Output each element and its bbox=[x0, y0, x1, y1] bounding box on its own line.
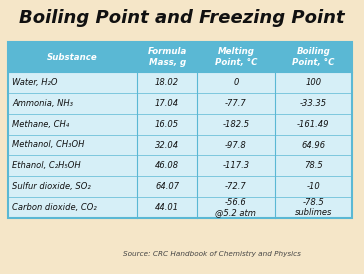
Text: -161.49: -161.49 bbox=[297, 120, 329, 129]
Text: 16.05: 16.05 bbox=[155, 120, 179, 129]
Text: Formula
Mass, g: Formula Mass, g bbox=[147, 47, 187, 67]
Bar bbox=[8, 42, 352, 72]
Text: 18.02: 18.02 bbox=[155, 78, 179, 87]
Text: 64.96: 64.96 bbox=[301, 141, 325, 150]
Text: 64.07: 64.07 bbox=[155, 182, 179, 191]
Text: Melting
Point, °C: Melting Point, °C bbox=[215, 47, 257, 67]
Text: Boiling Point and Freezing Point: Boiling Point and Freezing Point bbox=[19, 9, 345, 27]
Text: Methanol, CH₃OH: Methanol, CH₃OH bbox=[12, 141, 84, 150]
Text: -72.7: -72.7 bbox=[225, 182, 247, 191]
Text: 32.04: 32.04 bbox=[155, 141, 179, 150]
Text: -117.3: -117.3 bbox=[222, 161, 249, 170]
Text: -33.35: -33.35 bbox=[300, 99, 327, 108]
Text: 17.04: 17.04 bbox=[155, 99, 179, 108]
Text: -97.8: -97.8 bbox=[225, 141, 247, 150]
Text: -182.5: -182.5 bbox=[222, 120, 249, 129]
Text: -77.7: -77.7 bbox=[225, 99, 247, 108]
Bar bbox=[8, 72, 352, 218]
Text: Methane, CH₄: Methane, CH₄ bbox=[12, 120, 69, 129]
Text: 78.5: 78.5 bbox=[304, 161, 323, 170]
Text: Sulfur dioxide, SO₂: Sulfur dioxide, SO₂ bbox=[12, 182, 91, 191]
Text: Source: CRC Handbook of Chemistry and Physics: Source: CRC Handbook of Chemistry and Ph… bbox=[123, 251, 301, 257]
Text: 0: 0 bbox=[233, 78, 238, 87]
Text: Boiling
Point, °C: Boiling Point, °C bbox=[292, 47, 335, 67]
Text: -78.5
sublimes: -78.5 sublimes bbox=[294, 198, 332, 217]
Text: 100: 100 bbox=[305, 78, 321, 87]
Text: 44.01: 44.01 bbox=[155, 203, 179, 212]
Text: Water, H₂O: Water, H₂O bbox=[12, 78, 58, 87]
Text: Substance: Substance bbox=[47, 53, 98, 61]
Text: Ammonia, NH₃: Ammonia, NH₃ bbox=[12, 99, 73, 108]
Bar bbox=[8, 42, 352, 218]
Text: Ethanol, C₂H₅OH: Ethanol, C₂H₅OH bbox=[12, 161, 80, 170]
Text: Carbon dioxide, CO₂: Carbon dioxide, CO₂ bbox=[12, 203, 97, 212]
Text: -10: -10 bbox=[306, 182, 320, 191]
Text: -56.6
@5.2 atm: -56.6 @5.2 atm bbox=[215, 198, 256, 217]
Text: 46.08: 46.08 bbox=[155, 161, 179, 170]
